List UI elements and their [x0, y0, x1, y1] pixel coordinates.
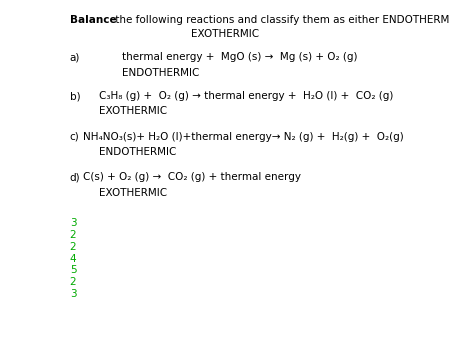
Text: EXOTHERMIC: EXOTHERMIC	[99, 106, 167, 117]
Text: 2: 2	[70, 230, 76, 240]
Text: c): c)	[70, 132, 80, 142]
Text: 2: 2	[70, 277, 76, 287]
Text: C₃H₈ (g) +  O₂ (g) → thermal energy +  H₂O (l) +  CO₂ (g): C₃H₈ (g) + O₂ (g) → thermal energy + H₂O…	[99, 91, 393, 101]
Text: 5: 5	[70, 265, 76, 275]
Text: C(s) + O₂ (g) →  CO₂ (g) + thermal energy: C(s) + O₂ (g) → CO₂ (g) + thermal energy	[83, 172, 301, 183]
Text: a): a)	[70, 52, 80, 63]
Text: the following reactions and classify them as either ENDOTHERMIC  or: the following reactions and classify the…	[112, 15, 450, 25]
Text: ENDOTHERMIC: ENDOTHERMIC	[122, 68, 199, 78]
Text: 3: 3	[70, 289, 76, 299]
Text: Balance: Balance	[70, 15, 117, 25]
Text: thermal energy +  MgO (s) →  Mg (s) + O₂ (g): thermal energy + MgO (s) → Mg (s) + O₂ (…	[122, 52, 357, 63]
Text: 4: 4	[70, 254, 76, 264]
Text: b): b)	[70, 91, 81, 101]
Text: ENDOTHERMIC: ENDOTHERMIC	[99, 147, 176, 157]
Text: EXOTHERMIC: EXOTHERMIC	[191, 29, 259, 39]
Text: 3: 3	[70, 218, 76, 228]
Text: EXOTHERMIC: EXOTHERMIC	[99, 188, 167, 198]
Text: NH₄NO₃(s)+ H₂O (l)+thermal energy→ N₂ (g) +  H₂(g) +  O₂(g): NH₄NO₃(s)+ H₂O (l)+thermal energy→ N₂ (g…	[83, 132, 404, 142]
Text: 2: 2	[70, 242, 76, 252]
Text: d): d)	[70, 172, 81, 183]
